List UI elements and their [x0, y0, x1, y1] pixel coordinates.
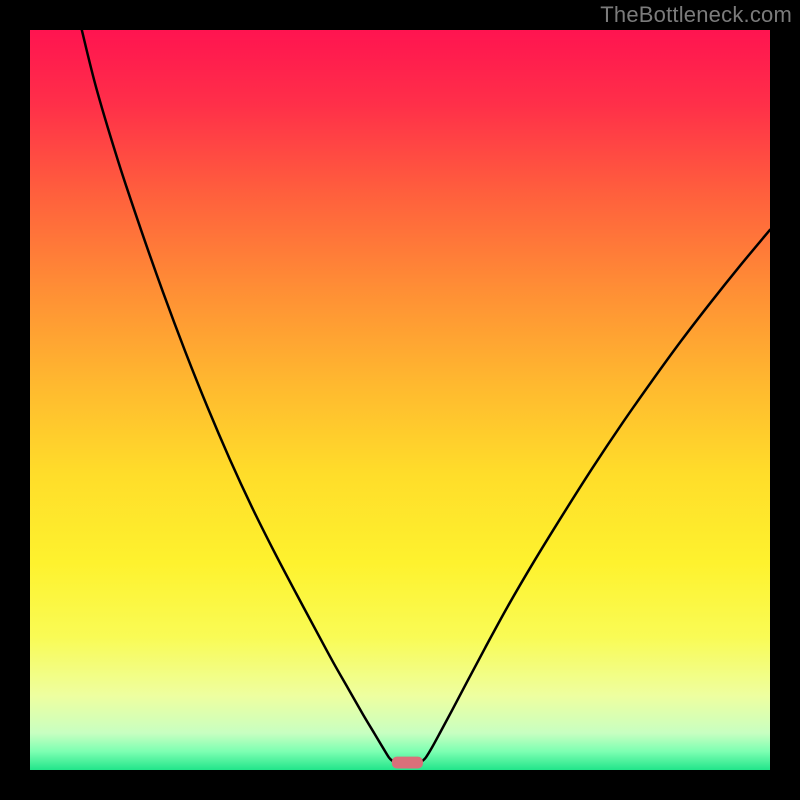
optimal-range-marker	[392, 757, 423, 769]
bottleneck-chart	[30, 30, 770, 770]
watermark-text: TheBottleneck.com	[600, 2, 792, 28]
chart-background-gradient	[30, 30, 770, 770]
